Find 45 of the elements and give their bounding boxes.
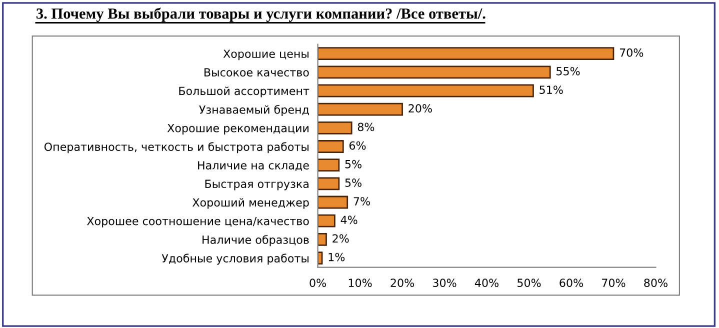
bar <box>318 140 344 153</box>
x-tick-label: 20% <box>390 278 414 288</box>
x-tick-label: 60% <box>560 278 583 288</box>
x-tick-label: 10% <box>348 278 372 288</box>
bar <box>318 214 336 228</box>
y-tick-label: Высокое качество <box>204 68 309 77</box>
data-label: 8% <box>358 122 374 132</box>
y-tick-label: Узнаваемый бренд <box>199 105 309 116</box>
bar <box>318 177 340 190</box>
y-tick-label: Хорошие цены <box>223 50 308 60</box>
bar <box>318 196 348 209</box>
y-tick-label: Хорошее соотношение цена/качество <box>87 216 309 228</box>
y-tick-label: Удобные условия работы <box>162 254 308 265</box>
data-label: 7% <box>354 197 370 206</box>
data-label: 20% <box>408 104 432 113</box>
y-tick-label: Наличие образцов <box>202 235 309 246</box>
bar <box>318 84 534 98</box>
x-tick-label: 40% <box>474 278 498 288</box>
bar <box>318 66 551 79</box>
data-label: 1% <box>328 252 345 262</box>
bar <box>318 102 403 116</box>
x-tick-label: 50% <box>518 278 541 288</box>
y-tick-label: Большой ассортимент <box>179 86 310 98</box>
y-tick-label: Хорошие рекомендации <box>167 124 308 134</box>
data-label: 2% <box>332 234 349 243</box>
y-tick-label: Оперативность, четкость и быстрота работы <box>44 142 308 154</box>
bar <box>318 121 352 134</box>
chart-title: 3. Почему Вы выбрали товары и услуги компании? /Все ответы/. <box>36 8 486 22</box>
x-tick-label: 70% <box>602 278 626 288</box>
data-label: 55% <box>556 66 580 76</box>
x-tick-label: 0% <box>310 278 326 288</box>
x-tick-label: 30% <box>433 278 456 288</box>
data-label: 6% <box>349 141 366 150</box>
data-label: 51% <box>540 86 563 94</box>
x-tick-label: 80% <box>644 278 668 288</box>
bar <box>318 158 340 172</box>
data-label: 70% <box>620 48 644 57</box>
y-tick-label: Быстрая отгрузка <box>205 180 308 190</box>
bar <box>318 47 614 60</box>
data-label: 4% <box>340 216 358 224</box>
data-label: 5% <box>345 178 362 187</box>
y-tick-label: Наличие на складе <box>198 161 309 171</box>
bar <box>318 232 327 246</box>
y-tick-label: Хороший менеджер <box>192 198 309 209</box>
data-label: 5% <box>345 160 362 168</box>
